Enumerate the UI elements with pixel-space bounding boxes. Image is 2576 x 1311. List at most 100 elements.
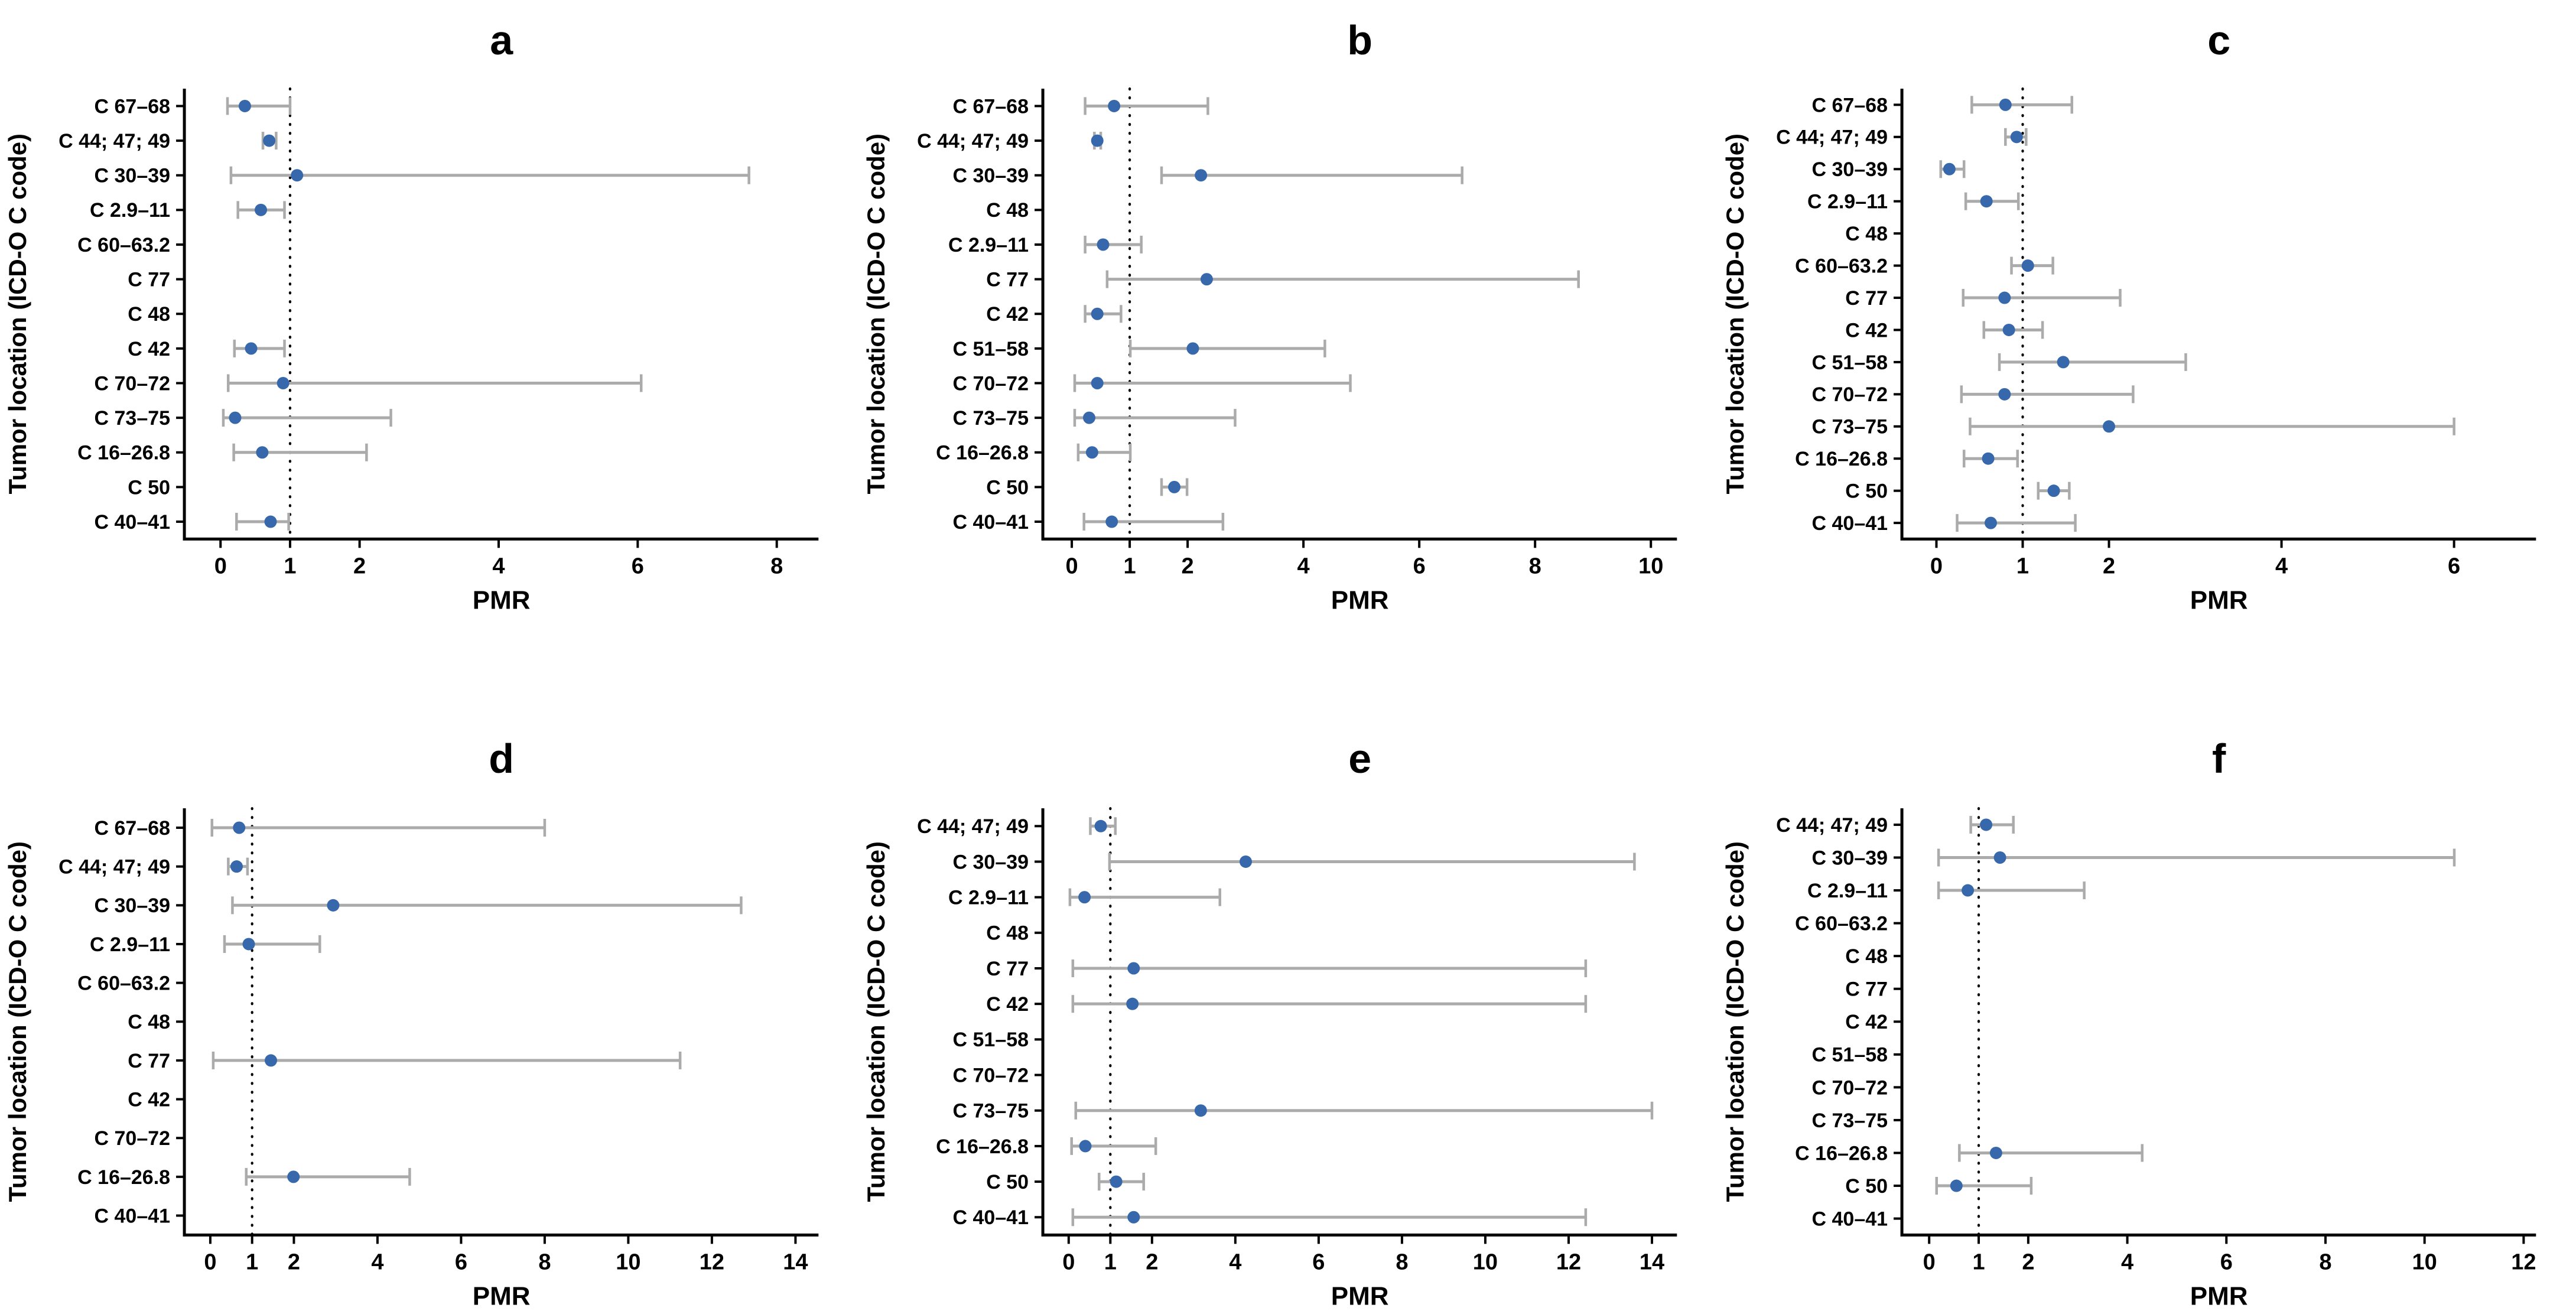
y-tick-label: C 40–41 [1811,512,1888,535]
y-tick-label: C 51–58 [1811,1043,1888,1066]
y-tick-label: C 30–39 [953,165,1029,187]
y-tick-label: C 77 [987,957,1029,980]
y-tick-label: C 60–63.2 [77,234,170,256]
data-point [263,134,276,147]
y-tick-label: C 42 [1845,1011,1888,1033]
data-point [1984,516,1997,529]
x-tick-label: 2 [1182,554,1194,578]
x-tick-label: 8 [2319,1250,2331,1274]
y-tick-label: C 48 [987,922,1029,944]
y-tick-label: C 2.9–11 [948,886,1029,909]
data-point [2002,323,2015,336]
forest-plot-a: a C 67–68 C 44; 47; 49 C 30–39 C 2.9–11 C 60–… [4,17,819,614]
forest-plot-c: c C 67–68 C 44; 47; 49 C 30–39 C 2.9–11 C 48 C… [1721,17,2536,614]
y-tick-label: C 2.9–11 [1807,879,1888,902]
panel-title: d [489,736,514,782]
panel-a: a C 67–68 C 44; 47; 49 C 30–39 C 2.9–11 C 60–… [0,0,858,656]
x-tick-label: 10 [2412,1250,2437,1274]
x-tick-label: 6 [2448,554,2460,578]
data-point [265,1053,278,1066]
data-point [264,515,277,528]
panel-b: b C 67–68 C 44; 47; 49 C 30–39 C 48 C 2.9–11 C… [858,0,1717,656]
x-tick-label: 8 [1396,1250,1409,1274]
data-point [1127,961,1140,974]
y-tick-label: C 48 [1845,945,1888,968]
data-point [2057,356,2070,369]
data-point [1091,307,1104,320]
axis-spines [183,89,819,541]
data-point [238,99,251,112]
x-tick-label: 6 [632,554,644,578]
y-tick-label: C 70–72 [95,372,171,395]
y-tick-label: C 40–41 [95,511,171,533]
data-point [1998,291,2011,304]
x-tick-label: 2 [288,1250,300,1274]
y-tick-label: C 60–63.2 [1795,255,1888,277]
data-point [1168,480,1181,493]
data-point [1201,273,1214,286]
x-tick-label: 10 [1638,554,1663,578]
data-point [1094,819,1107,832]
data-point [2021,259,2034,272]
x-tick-label: 8 [1529,554,1541,578]
data-point [1998,388,2011,401]
y-tick-label: C 44; 47; 49 [1776,814,1888,836]
axis-spines [1900,89,2536,541]
panel-c: c C 67–68 C 44; 47; 49 C 30–39 C 2.9–11 C 48 C… [1718,0,2576,656]
y-tick-label: C 16–26.8 [1795,1142,1888,1164]
y-tick-label: C 60–63.2 [1795,912,1888,935]
x-tick-label: 2 [353,554,366,578]
data-point [1078,890,1091,903]
y-tick-label: C 40–41 [1811,1208,1888,1230]
y-tick-label: C 73–75 [953,407,1029,430]
x-tick-label: 14 [783,1250,808,1274]
y-tick-label: C 70–72 [1811,383,1888,406]
data-point [1091,134,1104,147]
y-tick-label: C 42 [987,993,1029,1016]
axis-spines [1041,808,1677,1237]
y-tick-label: C 77 [987,269,1029,291]
y-tick-label: C 44; 47; 49 [58,130,170,152]
data-point [2047,484,2060,497]
y-tick-label: C 44; 47; 49 [1776,126,1888,149]
panel-title: b [1348,17,1373,63]
data-point [1195,1104,1208,1117]
data-point [1240,855,1253,868]
y-tick-label: C 16–26.8 [77,442,170,464]
x-tick-label: 1 [2016,554,2029,578]
data-point [1105,515,1118,528]
y-tick-label: C 16–26.8 [936,1135,1029,1157]
data-point [1950,1179,1963,1192]
y-tick-label: C 48 [1845,223,1888,245]
x-tick-label: 1 [1124,554,1136,578]
x-tick-label: 0 [1066,554,1078,578]
y-tick-label: C 73–75 [1811,416,1888,438]
data-point [1110,1175,1123,1188]
y-tick-label: C 70–72 [953,1064,1029,1086]
y-tick-label: C 16–26.8 [1795,448,1888,470]
panel-d: d C 67–68 C 44; 47; 49 C 30–39 C 2.9–11 C 60–… [0,656,858,1311]
x-tick-label: 6 [2220,1250,2232,1274]
x-tick-label: 12 [2511,1250,2536,1274]
y-tick-label: C 30–39 [95,165,171,187]
x-tick-label: 4 [2275,554,2288,578]
x-tick-label: 0 [214,554,227,578]
axis-spines [183,808,819,1237]
panel-title: a [490,17,513,63]
y-tick-label: C 73–75 [95,407,171,430]
data-point [233,821,246,834]
x-tick-label: 6 [1313,1250,1325,1274]
y-tick-label: C 42 [128,1088,170,1111]
y-tick-label: C 48 [987,199,1029,222]
data-point [1083,411,1096,424]
data-point [230,860,243,873]
y-tick-label: C 51–58 [953,1029,1029,1051]
data-point [1980,195,1993,208]
x-tick-label: 10 [616,1250,640,1274]
y-tick-label: C 44; 47; 49 [58,855,170,878]
x-tick-label: 0 [1923,1250,1935,1274]
y-tick-label: C 16–26.8 [936,442,1029,464]
x-tick-label: 2 [2103,554,2115,578]
data-point [1993,851,2006,864]
